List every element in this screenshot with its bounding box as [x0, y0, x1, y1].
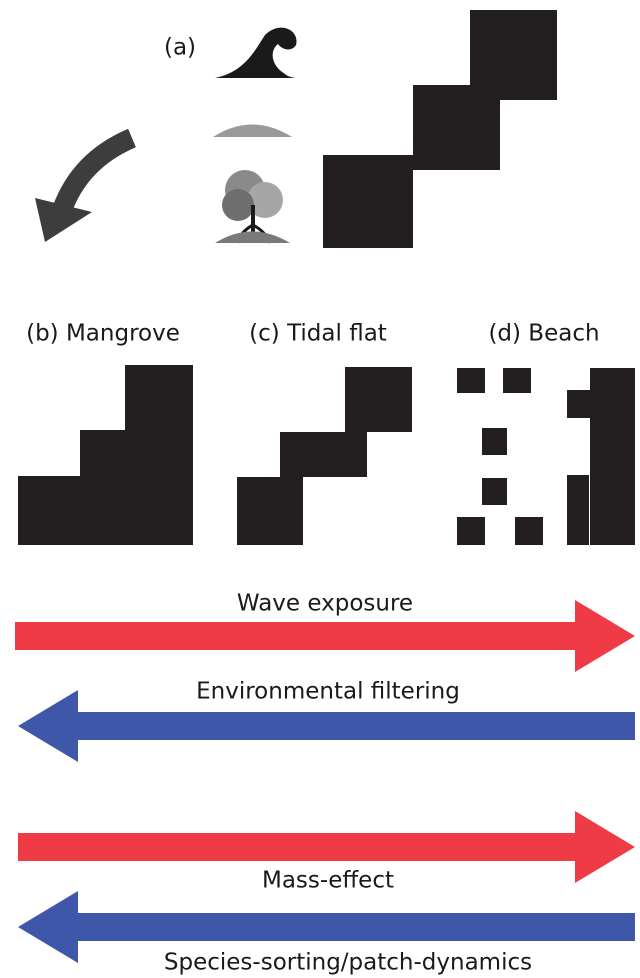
gradient-label: Mass-effect: [262, 868, 394, 894]
panel-label: (c) Tidal flat: [249, 321, 387, 347]
gradient-label: Wave exposure: [237, 591, 413, 617]
arrow-right: [18, 811, 635, 883]
arrow-left: [18, 690, 635, 762]
mangrove-pattern: [18, 365, 193, 545]
tidal-flat-pattern: [237, 367, 412, 545]
arrow-right: [15, 600, 635, 672]
arrow-left: [18, 891, 635, 963]
gradient-label: Environmental filtering: [196, 679, 460, 705]
beach-pattern: [457, 368, 635, 545]
wave-icon: [215, 27, 298, 78]
panel-label: (d) Beach: [488, 321, 599, 347]
gradient-label: Species-sorting/patch-dynamics: [164, 950, 532, 976]
tree-icon: [215, 170, 290, 244]
panel-label: (b) Mangrove: [26, 321, 180, 347]
panel-label: (a): [164, 35, 196, 61]
staircase: [323, 10, 557, 248]
curved-arrow: [35, 128, 137, 242]
sand-icon: [213, 124, 292, 137]
